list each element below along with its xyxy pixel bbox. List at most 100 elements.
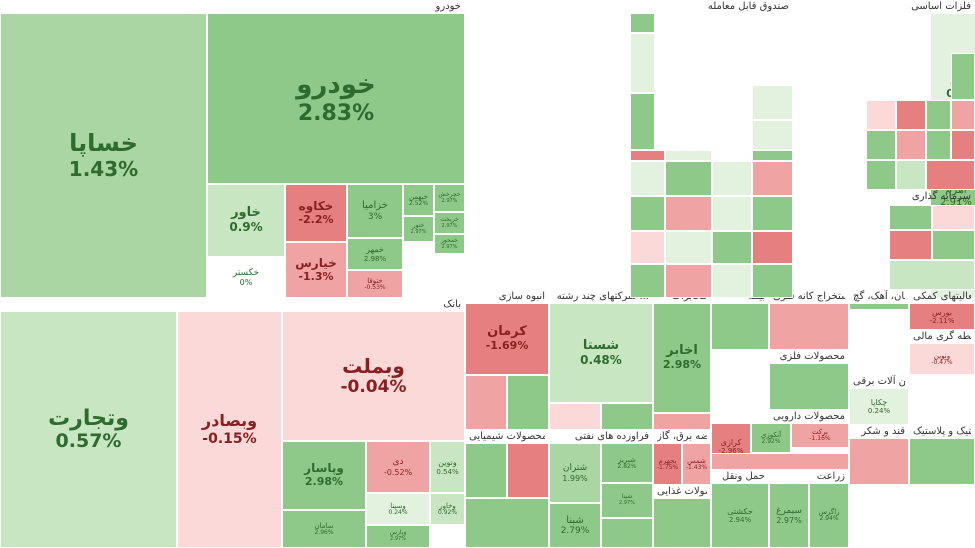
minor-stock-tile[interactable] [465, 498, 549, 548]
minor-stock-tile[interactable] [866, 160, 896, 190]
stock-tile[interactable]: وبصادر -0.15% [177, 311, 282, 548]
minor-stock-tile[interactable] [630, 264, 665, 298]
minor-stock-tile[interactable] [951, 130, 975, 160]
minor-stock-tile[interactable] [630, 150, 665, 161]
minor-stock-tile[interactable] [926, 130, 951, 160]
minor-stock-tile[interactable] [630, 161, 665, 196]
stock-tile[interactable]: خمحور 2.97% [434, 234, 465, 254]
minor-stock-tile[interactable] [896, 100, 926, 130]
minor-stock-tile[interactable] [889, 205, 932, 230]
minor-stock-tile[interactable] [889, 230, 932, 260]
stock-tile[interactable]: وپارس 2.97% [366, 525, 430, 548]
stock-tile[interactable]: خیارس -1.3% [285, 242, 347, 298]
stock-change: 2.97% [776, 516, 802, 526]
stock-tile[interactable]: خمهر 2.98% [347, 238, 403, 270]
minor-stock-tile[interactable] [665, 161, 712, 196]
stock-tile[interactable]: وسینا 0.24% [366, 493, 430, 525]
minor-stock-tile[interactable] [653, 498, 711, 548]
stock-tile[interactable]: خکاوه -2.2% [285, 184, 347, 242]
stock-tile[interactable]: خبهمن 2.52% [403, 184, 434, 216]
stock-tile[interactable]: کرمان -1.69% [465, 303, 549, 375]
minor-stock-tile[interactable] [465, 375, 507, 430]
stock-tile[interactable]: شتران 1.99% [549, 443, 601, 503]
minor-stock-tile[interactable] [712, 196, 752, 231]
minor-stock-tile[interactable] [752, 150, 793, 161]
stock-tile[interactable]: آنکوزی 2.92% [751, 423, 791, 453]
minor-stock-tile[interactable] [866, 100, 896, 130]
stock-tile[interactable]: شبریز 2.82% [601, 443, 653, 483]
stock-tile[interactable]: شبنا 2.79% [549, 503, 601, 548]
minor-stock-tile[interactable] [752, 264, 793, 298]
stock-tile[interactable]: ختور 2.97% [403, 216, 434, 242]
stock-tile[interactable]: خچرخش 2.97% [434, 184, 465, 212]
stock-tile[interactable]: شستا 0.48% [549, 303, 653, 403]
minor-stock-tile[interactable] [926, 160, 975, 190]
minor-stock-tile[interactable] [465, 443, 507, 498]
minor-stock-tile[interactable] [752, 120, 793, 150]
minor-stock-tile[interactable] [926, 100, 951, 130]
stock-tile[interactable]: دی -0.52% [366, 441, 430, 493]
stock-tile[interactable]: سامان 2.96% [282, 510, 366, 548]
stock-tile[interactable]: زاگرس 2.94% [809, 483, 849, 548]
minor-stock-tile[interactable] [507, 375, 549, 430]
stock-tile[interactable]: خساپا 1.43% [0, 13, 207, 298]
minor-stock-tile[interactable] [769, 303, 849, 350]
minor-stock-tile[interactable] [951, 53, 975, 100]
stock-tile[interactable]: وخاور 0.92% [430, 493, 465, 525]
minor-stock-tile[interactable] [630, 33, 655, 93]
minor-stock-tile[interactable] [711, 303, 769, 350]
minor-stock-tile[interactable] [752, 196, 793, 231]
minor-stock-tile[interactable] [601, 403, 653, 430]
stock-tile[interactable]: ونوین -0.47% [909, 343, 975, 375]
stock-tile[interactable]: خزامیا 3% [347, 184, 403, 238]
stock-tile[interactable]: شپنا 2.97% [601, 483, 653, 518]
stock-tile[interactable]: خاور 0.9% [207, 184, 285, 257]
stock-tile[interactable]: شمس -1.43% [682, 443, 711, 485]
minor-stock-tile[interactable] [549, 403, 601, 430]
stock-tile[interactable]: اخابر 2.98% [653, 303, 711, 413]
minor-stock-tile[interactable] [849, 438, 909, 485]
stock-tile[interactable]: حکشتی 2.94% [711, 483, 769, 548]
minor-stock-tile[interactable] [665, 231, 712, 264]
minor-stock-tile[interactable] [752, 231, 793, 264]
stock-tile[interactable]: سیمرغ 2.97% [769, 483, 809, 548]
stock-tile[interactable]: ختوقا -0.53% [347, 270, 403, 298]
minor-stock-tile[interactable] [630, 196, 665, 231]
stock-tile[interactable]: خریخت 2.97% [434, 212, 465, 234]
minor-stock-tile[interactable] [507, 443, 549, 498]
minor-stock-tile[interactable] [909, 438, 975, 485]
minor-stock-tile[interactable] [711, 453, 849, 470]
minor-stock-tile[interactable] [665, 264, 712, 298]
minor-stock-tile[interactable] [951, 100, 975, 130]
minor-stock-tile[interactable] [932, 230, 975, 260]
minor-stock-tile[interactable] [752, 85, 793, 120]
minor-stock-tile[interactable] [896, 160, 926, 190]
minor-stock-tile[interactable] [630, 231, 665, 264]
stock-tile[interactable]: وتجارت 0.57% [0, 311, 177, 548]
stock-tile[interactable]: چکاپا 0.24% [849, 388, 909, 425]
stock-tile[interactable]: بجهرم -1.75% [653, 443, 682, 485]
minor-stock-tile[interactable] [665, 150, 712, 161]
minor-stock-tile[interactable] [653, 413, 711, 430]
minor-stock-tile[interactable] [866, 130, 896, 160]
stock-tile[interactable]: وبملت -0.04% [282, 311, 465, 441]
minor-stock-tile[interactable] [665, 196, 712, 231]
minor-stock-tile[interactable] [849, 303, 909, 310]
stock-tile[interactable]: برکت -1.16% [791, 423, 849, 448]
minor-stock-tile[interactable] [601, 518, 653, 548]
stock-tile[interactable]: بورس -2.11% [909, 303, 975, 330]
minor-stock-tile[interactable] [769, 363, 849, 410]
minor-stock-tile[interactable] [712, 231, 752, 264]
minor-stock-tile[interactable] [712, 264, 752, 298]
stock-tile[interactable]: خکستر 0% [207, 257, 285, 298]
stock-tile[interactable]: خودرو 2.83% [207, 13, 465, 184]
minor-stock-tile[interactable] [630, 13, 655, 33]
stock-tile[interactable]: وپاسار 2.98% [282, 441, 366, 510]
minor-stock-tile[interactable] [889, 260, 975, 290]
minor-stock-tile[interactable] [896, 130, 926, 160]
minor-stock-tile[interactable] [752, 161, 793, 196]
stock-tile[interactable]: ونوین 0.54% [430, 441, 465, 493]
minor-stock-tile[interactable] [712, 161, 752, 196]
minor-stock-tile[interactable] [630, 93, 655, 150]
minor-stock-tile[interactable] [932, 205, 975, 230]
